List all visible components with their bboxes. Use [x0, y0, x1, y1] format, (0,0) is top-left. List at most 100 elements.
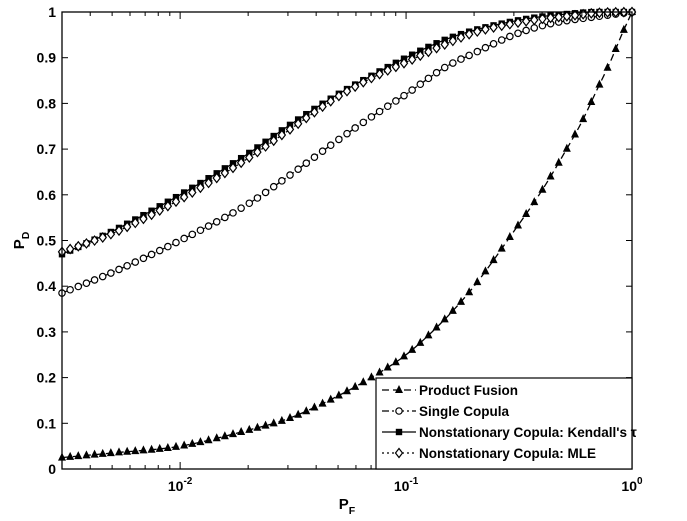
data-point [367, 113, 376, 121]
data-point [204, 435, 213, 444]
data-point [530, 24, 539, 32]
data-point [562, 143, 571, 152]
data-point [497, 243, 506, 252]
data-point [440, 63, 449, 72]
data-point [196, 437, 205, 446]
data-point [106, 228, 116, 240]
data-point [82, 237, 91, 249]
legend-marker [395, 407, 403, 415]
data-point [115, 265, 123, 274]
data-point [269, 418, 278, 427]
data-point [407, 53, 417, 65]
data-point [131, 258, 140, 266]
data-point [180, 440, 189, 449]
data-point [408, 344, 417, 353]
data-point [155, 204, 164, 216]
x-tick-label-exp: -1 [409, 476, 418, 487]
data-point [489, 39, 498, 48]
data-point [473, 277, 482, 286]
data-point [342, 85, 352, 97]
data-point [302, 159, 311, 168]
data-point [481, 266, 490, 275]
legend-entry: Nonstationary Copula: Kendall's τ [382, 425, 637, 440]
data-point [513, 17, 523, 29]
legend-label: Nonstationary Copula: MLE [419, 446, 596, 461]
data-point [245, 152, 254, 163]
legend-entry: Nonstationary Copula: MLE [382, 446, 596, 461]
data-point [277, 129, 287, 141]
data-point [237, 426, 246, 435]
data-point [464, 28, 474, 40]
data-point [383, 102, 392, 111]
data-point [481, 23, 490, 35]
data-point [229, 429, 237, 438]
legend-marker [394, 447, 404, 459]
data-point [65, 243, 75, 255]
data-point [456, 31, 466, 43]
data-point [204, 177, 213, 189]
data-point [449, 59, 457, 67]
data-point [359, 377, 368, 386]
data-point [139, 213, 148, 225]
data-point [106, 448, 115, 457]
data-point [131, 446, 140, 455]
data-point [98, 232, 107, 243]
data-point [107, 269, 115, 277]
data-point [424, 46, 433, 58]
data-point [489, 22, 498, 33]
data-point [514, 29, 522, 38]
data-point [155, 246, 164, 255]
data-point [74, 282, 83, 291]
data-point [399, 57, 409, 69]
data-point [334, 390, 343, 399]
y-tick-label: 0.8 [37, 95, 57, 111]
data-point [269, 182, 278, 191]
x-axis-label-sub: F [349, 505, 356, 517]
data-point [286, 412, 294, 421]
x-tick-label-base: 10 [394, 478, 410, 494]
data-point [432, 322, 441, 331]
data-point [236, 157, 246, 169]
legend-marker [395, 428, 403, 436]
x-axis-label: PF [339, 496, 356, 517]
data-point [66, 451, 75, 460]
data-point [521, 15, 531, 27]
data-point [285, 123, 295, 135]
data-point [416, 50, 425, 62]
data-point [221, 213, 229, 222]
data-point [164, 242, 172, 251]
data-point [546, 171, 555, 180]
x-axis-label-main: P [339, 496, 349, 513]
legend-entry: Product Fusion [382, 383, 518, 398]
legend-entry: Single Copula [382, 404, 509, 419]
x-tick-label-base: 10 [621, 478, 637, 494]
data-point [416, 80, 425, 89]
data-point [367, 72, 376, 84]
data-point [147, 209, 156, 221]
data-point [278, 177, 286, 185]
y-tick-label: 1 [48, 4, 56, 20]
data-point [367, 372, 376, 381]
data-point [343, 386, 351, 395]
data-point [334, 90, 344, 102]
data-point [497, 20, 506, 32]
data-point [220, 431, 229, 440]
data-point [351, 381, 360, 390]
data-point [147, 250, 156, 259]
data-point [229, 209, 237, 217]
data-point [619, 24, 628, 33]
data-point [114, 225, 124, 237]
data-point [571, 129, 579, 138]
legend-items: Product Fusion Single Copula Nonstationary… [382, 383, 637, 461]
data-point [359, 118, 368, 127]
data-point [74, 240, 83, 252]
data-point [253, 422, 262, 431]
data-point [318, 101, 327, 113]
data-point [196, 226, 205, 235]
data-point [188, 187, 197, 198]
data-point [465, 51, 473, 60]
data-point [587, 96, 596, 105]
data-point [122, 221, 132, 233]
data-point [294, 409, 303, 418]
data-point [98, 448, 107, 457]
